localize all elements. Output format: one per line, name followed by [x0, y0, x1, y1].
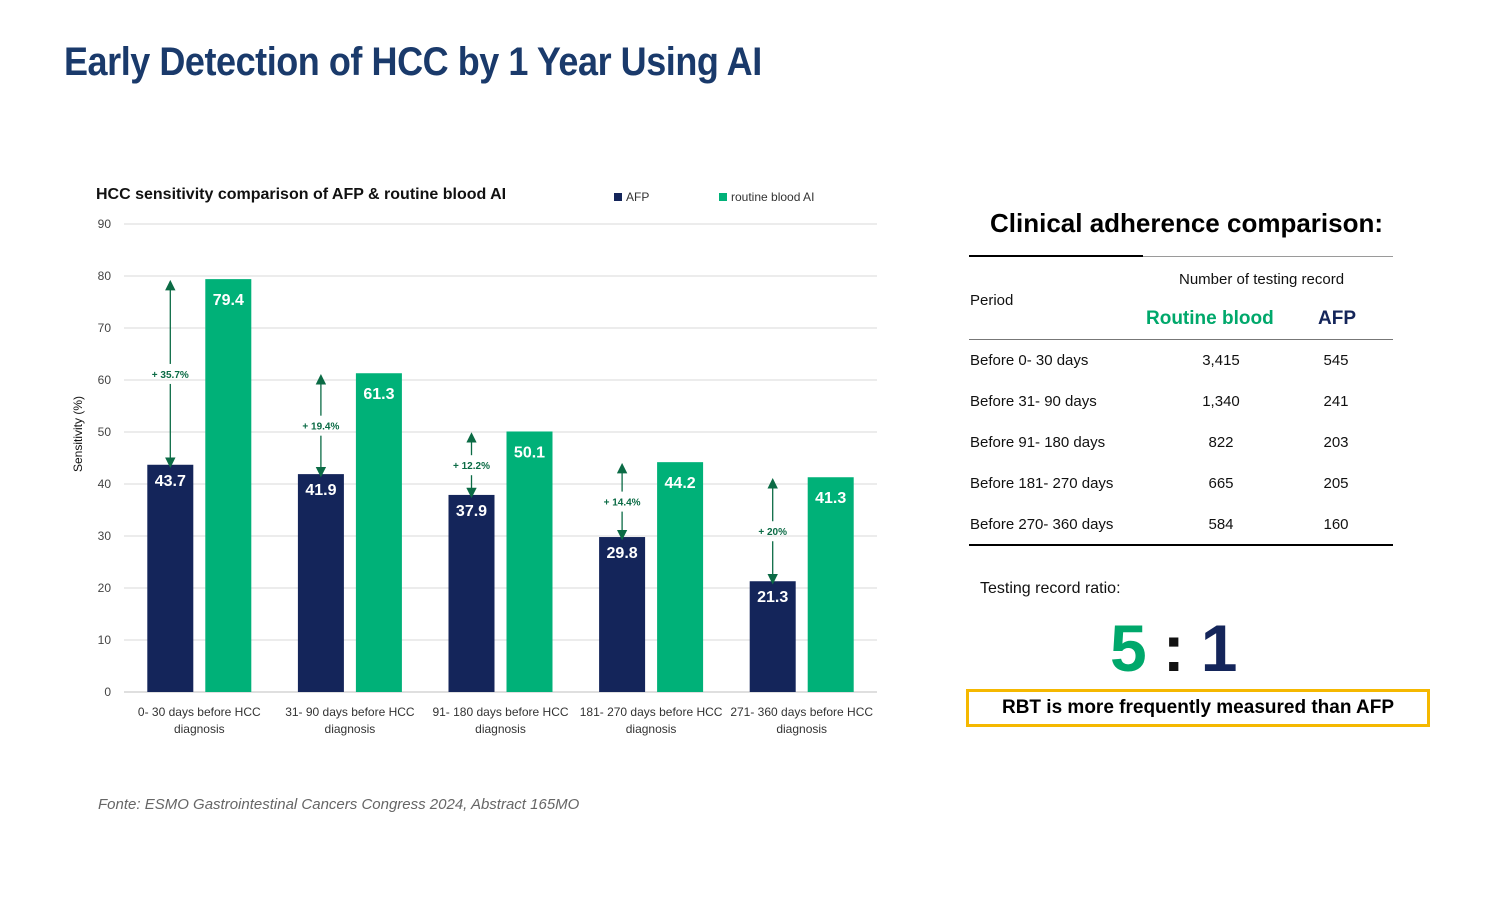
page-title: Early Detection of HCC by 1 Year Using A… — [64, 40, 762, 84]
bar-routine-blood-ai — [807, 477, 854, 692]
y-tick-label: 10 — [98, 633, 112, 647]
x-category-label-line2: diagnosis — [626, 722, 677, 736]
row-routine-blood: 822 — [1208, 434, 1234, 451]
row-afp: 160 — [1323, 516, 1349, 533]
y-tick-label: 0 — [104, 685, 111, 699]
data-label-afp: 43.7 — [155, 473, 186, 490]
x-category-label-line2: diagnosis — [475, 722, 526, 736]
bar-routine-blood-ai — [355, 373, 402, 692]
row-period: Before 91- 180 days — [970, 434, 1106, 451]
table-row: Before 181- 270 days 665 205 — [969, 469, 1393, 499]
data-label-routine-blood-ai: 79.4 — [213, 292, 244, 309]
testing-record-ratio: 5:1 — [1110, 608, 1237, 688]
x-category-label: 31- 90 days before HCC — [285, 705, 415, 719]
y-axis-label: Sensitivity (%) — [71, 396, 85, 472]
row-period: Before 181- 270 days — [970, 475, 1114, 492]
table-top-rule — [969, 255, 1143, 257]
row-period: Before 0- 30 days — [970, 352, 1089, 369]
adherence-title: Clinical adherence comparison: — [990, 208, 1384, 238]
x-category-label-line2: diagnosis — [776, 722, 827, 736]
x-category-label: 181- 270 days before HCC — [580, 705, 723, 719]
legend-swatch-1 — [719, 193, 727, 201]
y-tick-label: 80 — [98, 269, 112, 283]
row-routine-blood: 1,340 — [1202, 393, 1240, 410]
legend-swatch-0 — [614, 193, 622, 201]
y-tick-label: 30 — [98, 529, 112, 543]
bar-afp — [297, 474, 344, 692]
data-label-routine-blood-ai: 41.3 — [815, 490, 846, 507]
bar-afp — [599, 537, 646, 692]
data-label-routine-blood-ai: 44.2 — [665, 475, 696, 492]
row-afp: 203 — [1323, 434, 1349, 451]
ratio-separator: : — [1162, 611, 1185, 685]
data-label-routine-blood-ai: 50.1 — [514, 444, 545, 461]
data-label-afp: 21.3 — [757, 589, 788, 606]
table-row: Before 31- 90 days 1,340 241 — [969, 387, 1393, 417]
table-header-rule — [969, 339, 1393, 340]
chart-title: HCC sensitivity comparison of AFP & rout… — [96, 186, 506, 203]
period-header: Period — [970, 292, 1014, 309]
routine-blood-header: Routine blood — [1146, 308, 1274, 329]
difference-annotation: + 19.4% — [302, 422, 339, 433]
row-afp: 545 — [1323, 352, 1349, 369]
clinical-adherence-panel: Clinical adherence comparison: Number of… — [960, 200, 1440, 760]
difference-annotation: + 14.4% — [604, 498, 641, 509]
ratio-right-value: 1 — [1200, 611, 1238, 685]
x-category-label: 0- 30 days before HCC — [138, 705, 261, 719]
row-period: Before 270- 360 days — [970, 516, 1114, 533]
y-tick-label: 40 — [98, 477, 112, 491]
column-group-header: Number of testing record — [1179, 271, 1345, 288]
difference-annotation: + 20% — [758, 527, 787, 538]
row-routine-blood: 665 — [1208, 475, 1234, 492]
y-tick-label: 90 — [98, 217, 112, 231]
y-tick-label: 20 — [98, 581, 112, 595]
x-category-label-line2: diagnosis — [325, 722, 376, 736]
table-top-rule-thin — [1143, 256, 1393, 257]
table-row: Before 270- 360 days 584 160 — [969, 510, 1393, 540]
row-period: Before 31- 90 days — [970, 393, 1097, 410]
bar-afp — [448, 494, 495, 692]
y-tick-label: 50 — [98, 425, 112, 439]
rbt-callout-box: RBT is more frequently measured than AFP — [966, 689, 1430, 727]
y-tick-label: 60 — [98, 373, 112, 387]
data-label-afp: 41.9 — [305, 482, 336, 499]
x-category-label: 271- 360 days before HCC — [730, 705, 873, 719]
data-label-routine-blood-ai: 61.3 — [363, 386, 394, 403]
difference-annotation: + 35.7% — [152, 370, 189, 381]
bar-routine-blood-ai — [657, 462, 704, 692]
y-tick-label: 70 — [98, 321, 112, 335]
bar-afp — [749, 581, 796, 692]
legend-label-1: routine blood AI — [731, 190, 814, 204]
row-routine-blood: 584 — [1208, 516, 1234, 533]
legend-label-0: AFP — [626, 190, 649, 204]
afp-header: AFP — [1318, 308, 1356, 329]
table-row: Before 0- 30 days 3,415 545 — [969, 346, 1393, 376]
ratio-label: Testing record ratio: — [980, 580, 1121, 597]
bar-routine-blood-ai — [205, 279, 252, 692]
x-category-label: 91- 180 days before HCC — [432, 705, 568, 719]
row-routine-blood: 3,415 — [1202, 352, 1240, 369]
sensitivity-bar-chart: HCC sensitivity comparison of AFP & rout… — [71, 186, 877, 736]
data-label-afp: 37.9 — [456, 503, 487, 520]
table-bottom-rule — [969, 544, 1393, 546]
table-row: Before 91- 180 days 822 203 — [969, 428, 1393, 458]
bar-afp — [147, 464, 194, 692]
x-category-label-line2: diagnosis — [174, 722, 225, 736]
data-label-afp: 29.8 — [607, 545, 638, 562]
row-afp: 241 — [1323, 393, 1349, 410]
difference-annotation: + 12.2% — [453, 461, 490, 472]
bar-routine-blood-ai — [506, 431, 553, 692]
ratio-left-value: 5 — [1110, 611, 1147, 685]
source-note: Fonte: ESMO Gastrointestinal Cancers Con… — [98, 796, 580, 813]
row-afp: 205 — [1323, 475, 1349, 492]
